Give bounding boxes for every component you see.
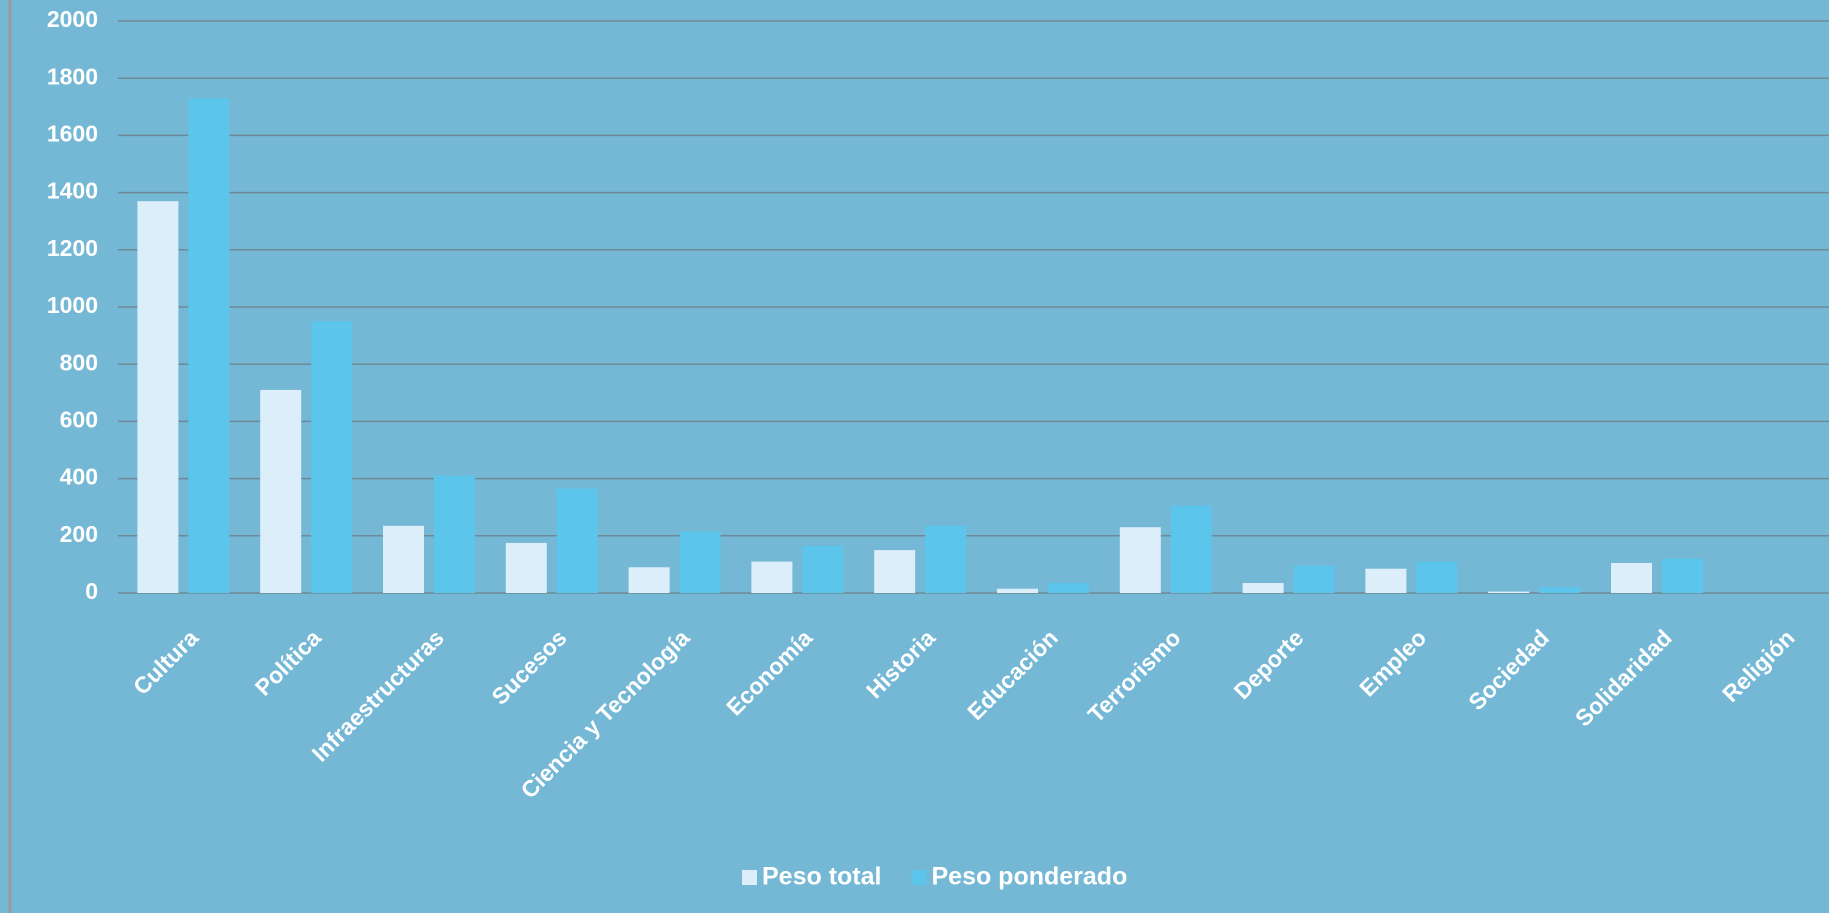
y-tick-label: 600 xyxy=(60,406,98,432)
bar xyxy=(556,488,598,593)
y-tick-label: 1400 xyxy=(47,178,98,204)
bar xyxy=(1242,582,1284,593)
bar xyxy=(383,525,424,593)
y-tick-label: 1600 xyxy=(47,120,98,146)
bar xyxy=(188,98,230,593)
bar xyxy=(1488,591,1530,593)
y-tick-label: 2000 xyxy=(47,6,98,32)
bar xyxy=(434,475,475,593)
legend-swatch xyxy=(911,870,927,885)
bar xyxy=(751,561,793,593)
bar xyxy=(1365,568,1407,593)
bar xyxy=(802,545,844,593)
y-tick-label: 1000 xyxy=(47,292,98,318)
bar xyxy=(1170,505,1212,593)
bar xyxy=(311,321,353,593)
bar xyxy=(1293,565,1335,593)
bar xyxy=(1611,562,1652,593)
y-tick-label: 0 xyxy=(85,578,98,604)
bar xyxy=(260,389,302,593)
bar xyxy=(628,567,670,593)
y-tick-label: 1800 xyxy=(47,63,98,89)
y-tick-label: 400 xyxy=(60,464,98,490)
bar xyxy=(1119,527,1161,593)
bar xyxy=(679,531,721,593)
bar xyxy=(874,550,916,593)
y-tick-label: 200 xyxy=(60,521,98,547)
legend-label: Peso total xyxy=(762,863,881,891)
legend-label: Peso ponderado xyxy=(931,863,1127,891)
bar xyxy=(1048,582,1089,593)
y-tick-label: 1200 xyxy=(47,235,98,261)
bar xyxy=(925,525,967,593)
y-tick-label: 800 xyxy=(60,349,98,375)
bar xyxy=(1539,587,1581,593)
bar xyxy=(1662,558,1703,593)
legend-swatch xyxy=(742,870,757,885)
bar xyxy=(505,542,547,593)
bar xyxy=(137,201,179,593)
bar xyxy=(1416,561,1458,593)
bar xyxy=(997,588,1038,593)
